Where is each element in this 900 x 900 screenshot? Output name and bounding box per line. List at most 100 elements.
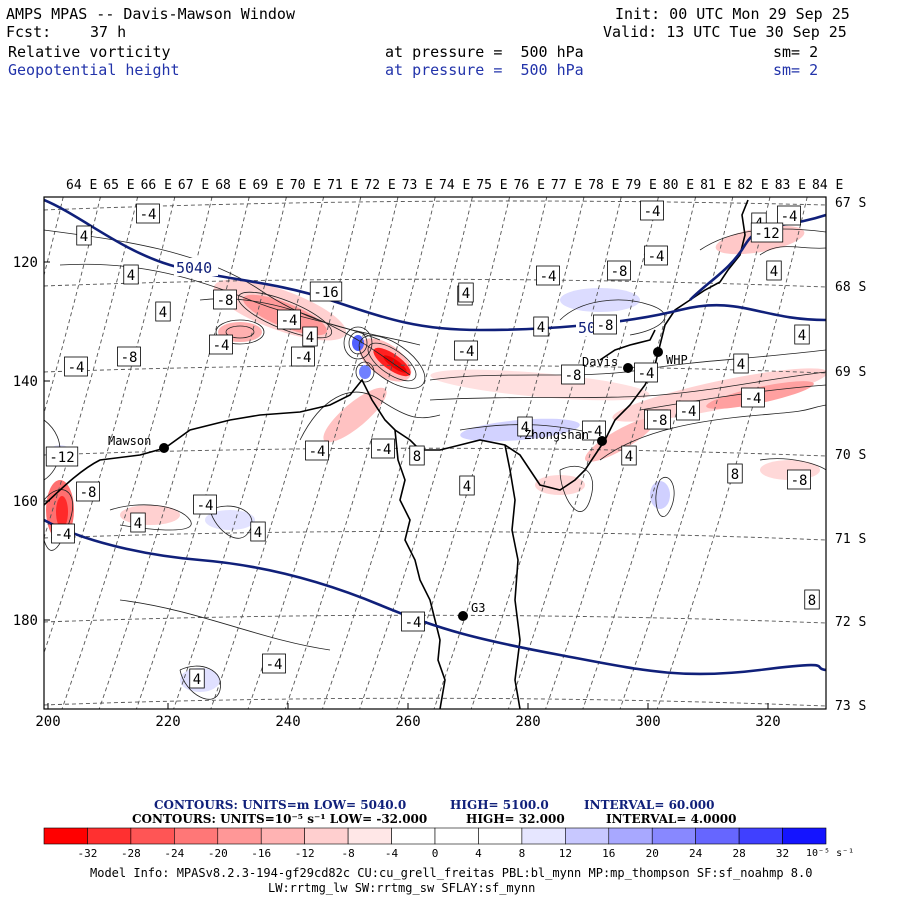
- station-label-zhongshan: Zhongshan: [524, 428, 589, 442]
- vorticity-label: 4: [537, 320, 545, 336]
- meridian-line: [321, 197, 473, 709]
- vorticity-label-box: [64, 356, 88, 377]
- x-tick-label: 220: [155, 714, 180, 730]
- meridian-line: [359, 197, 511, 709]
- vorticity-labels: -4444-4-8-8-16-4-4-444-44-4-8-44-44-8-8-…: [45, 200, 820, 689]
- vorticity-label-box: [291, 346, 315, 367]
- meridian-line: [433, 197, 585, 709]
- vorticity-label: 4: [770, 264, 778, 280]
- vorticity-label-box: [458, 282, 474, 303]
- vorticity-label: -4: [68, 360, 85, 376]
- forecast-label: Fcst:: [6, 23, 52, 41]
- vorticity-label-box: [401, 611, 425, 632]
- contour1-interval: INTERVAL= 60.000: [584, 798, 715, 812]
- vorticity-label: -4: [55, 527, 72, 543]
- vorticity-label-box: [45, 446, 79, 467]
- colorbar-tick: 20: [646, 847, 659, 860]
- lat-label: 69 S: [835, 365, 866, 380]
- x-tick-label: 280: [515, 714, 540, 730]
- vorticity-label-box: [250, 521, 266, 542]
- vorticity-label: -4: [781, 209, 798, 225]
- vorticity-label: 8: [731, 467, 739, 483]
- lat-label: 68 S: [835, 280, 866, 295]
- model-info: Model Info: MPASv8.2.3-194-gf29cd82c CU:…: [90, 866, 812, 880]
- vorticity-label: -8: [611, 264, 628, 280]
- meridian-line: [284, 197, 436, 709]
- vorticity-label: 4: [193, 672, 201, 688]
- colorbar-tick: -8: [341, 847, 354, 860]
- lon-label: 79 E: [626, 178, 657, 193]
- x-tick-label: 240: [275, 714, 300, 730]
- station-label-davis: Davis: [582, 355, 618, 369]
- station-marker: [653, 347, 663, 357]
- colorbar-units: 10⁻⁵ s⁻¹: [806, 848, 854, 859]
- vorticity-label-box: [533, 316, 549, 337]
- forecast-hour: 37 h: [90, 23, 127, 41]
- y-tick-label: 160: [13, 494, 38, 510]
- colorbar-tick: 32: [776, 847, 789, 860]
- lon-label: 66 E: [141, 178, 172, 193]
- field1-name: Relative vorticity: [8, 43, 171, 61]
- lon-label: 69 E: [253, 178, 284, 193]
- lon-label: 65 E: [103, 178, 134, 193]
- lon-label: 72 E: [364, 178, 395, 193]
- vorticity-label-box: [136, 203, 160, 224]
- vorticity-label: -4: [638, 366, 655, 382]
- vorticity-label: -4: [458, 344, 475, 360]
- vorticity-label: -4: [266, 657, 283, 673]
- vorticity-label: -4: [648, 249, 665, 265]
- meridian-line: [44, 197, 139, 540]
- meridian-line: [173, 197, 325, 709]
- y-tick-label: 120: [13, 255, 38, 271]
- lon-label: 83 E: [775, 178, 806, 193]
- vorticity-label-box: [76, 481, 100, 502]
- lat-label: 73 S: [835, 699, 866, 714]
- vorticity-label: 4: [134, 516, 142, 532]
- colorbar-tick: -20: [208, 847, 228, 860]
- x-tick-label: 300: [635, 714, 660, 730]
- vorticity-label: -8: [791, 473, 808, 489]
- lon-label: 77 E: [551, 178, 582, 193]
- meridian-line: [396, 197, 548, 709]
- vorticity-label-box: [794, 324, 810, 345]
- lat-label: 67 S: [835, 196, 866, 211]
- longitude-labels: 64 E 65 E 66 E 67 E 68 E 69 E 70 E 71 E 72 E 73 E…: [66, 178, 843, 193]
- contour1-high: HIGH= 5100.0: [450, 798, 549, 812]
- vorticity-label: -4: [140, 207, 157, 223]
- vorticity-label-box: [727, 463, 743, 484]
- vorticity-label-box: [189, 668, 205, 689]
- contour2-label: CONTOURS: UNITS=10⁻⁵ s⁻¹ LOW= -32.000: [132, 812, 427, 826]
- vorticity-label-box: [733, 353, 749, 374]
- vorticity-label: -8: [597, 318, 614, 334]
- colorbar-swatch: [651, 827, 696, 845]
- station-marker: [597, 436, 607, 446]
- vorticity-label: -4: [540, 269, 557, 285]
- lon-label: 64 E: [66, 178, 97, 193]
- contour1-label: CONTOURS: UNITS=m LOW= 5040.0: [154, 798, 406, 812]
- meridian-line: [507, 197, 659, 709]
- stations: Mawson Davis WHP Zhongshan G3: [108, 347, 688, 621]
- colorbar-tick: 12: [559, 847, 572, 860]
- vorticity-label-box: [593, 314, 617, 335]
- vorticity-label: 4: [737, 357, 745, 373]
- y-tick-label: 140: [13, 374, 38, 390]
- lon-label: 75 E: [476, 178, 507, 193]
- vorticity-label: 4: [463, 479, 471, 495]
- lon-label: 76 E: [514, 178, 545, 193]
- x-tick-label: 260: [395, 714, 420, 730]
- vorticity-label: 4: [521, 420, 529, 436]
- latitude-lines: [44, 200, 826, 707]
- lon-label: 80 E: [663, 178, 694, 193]
- vorticity-label-box: [371, 438, 395, 459]
- vorticity-label-box: [536, 265, 560, 286]
- vorticity-label: -8: [565, 368, 582, 384]
- lon-label: 74 E: [439, 178, 470, 193]
- vorticity-label-box: [305, 440, 329, 461]
- colorbar-swatch: [130, 827, 175, 845]
- colorbar-swatch: [174, 827, 219, 845]
- station-marker: [458, 611, 468, 621]
- lat-label: 70 S: [835, 448, 866, 463]
- colorbar-swatch: [695, 827, 740, 845]
- vorticity-label-box: [51, 523, 75, 544]
